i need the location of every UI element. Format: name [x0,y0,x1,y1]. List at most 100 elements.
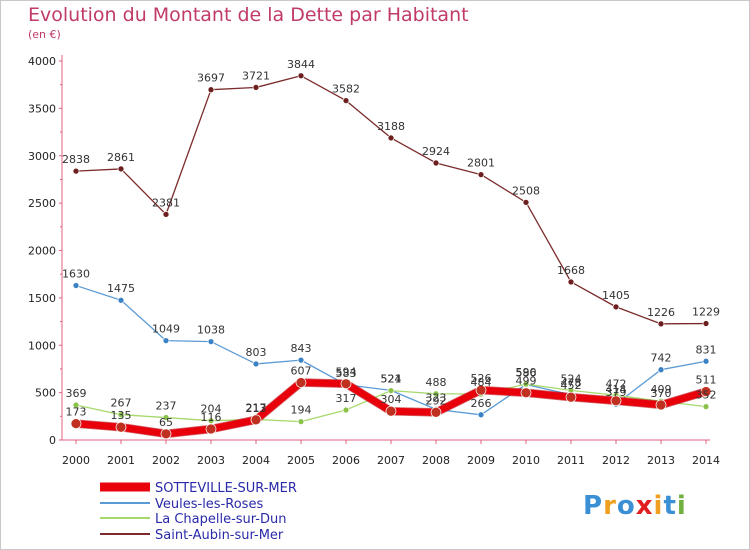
data-point [295,377,307,388]
x-tick-label: 2003 [197,454,225,467]
x-tick-label: 2011 [557,454,585,467]
y-tick-label: 2500 [28,197,56,210]
data-label: 2924 [422,145,450,158]
data-label: 204 [201,403,222,416]
data-label: 2838 [62,153,90,166]
series-group [70,72,712,440]
data-label: 511 [696,374,717,387]
data-label: 317 [336,392,357,405]
data-point [72,167,80,175]
legend-entry: La Chapelle-sur-Dun [155,512,287,527]
data-point [297,356,305,364]
data-label: 484 [471,376,492,389]
data-label: 266 [471,397,492,410]
data-label: 2508 [512,184,540,197]
data-label: 478 [561,377,582,390]
logo-letter: i [676,491,687,521]
data-label: 379 [606,386,627,399]
data-label: 586 [516,366,537,379]
x-tick-label: 2014 [692,454,720,467]
x-tick-label: 2000 [62,454,90,467]
data-label: 3697 [197,72,225,85]
data-label: 3844 [287,58,315,71]
data-point [115,421,127,433]
legend-entry: Veules-les-Roses [155,497,263,512]
data-label: 2861 [107,151,135,164]
data-label: 292 [426,394,447,407]
data-point [700,386,712,397]
legend-entry: Saint-Aubin-sur-Mer [155,528,284,543]
y-tick-label: 3000 [28,150,56,163]
data-label: 742 [651,352,672,365]
proxiti-logo: Proxiti [583,491,687,521]
data-label: 524 [381,372,402,385]
data-point [385,405,397,417]
data-point [522,199,530,206]
data-point [565,391,577,403]
x-tick-label: 2001 [107,454,135,467]
y-tick-label: 2000 [28,245,56,258]
data-label: 1630 [62,268,90,281]
data-point [162,337,170,344]
data-point [477,171,485,178]
data-label: 590 [516,366,537,379]
data-point [207,86,215,94]
data-label: 237 [156,400,177,413]
data-point [655,399,667,411]
x-tick-label: 2006 [332,454,360,467]
data-label: 2381 [152,196,180,209]
data-label: 1405 [602,289,630,302]
data-point [432,390,440,398]
logo-letter: x [635,491,654,521]
y-tick-label: 500 [35,387,56,400]
data-label: 524 [561,372,582,385]
data-label: 3582 [332,83,360,96]
data-point [657,320,665,328]
data-label: 526 [471,372,492,385]
data-point [342,97,350,104]
data-label: 352 [696,389,717,402]
x-tick-label: 2007 [377,454,405,467]
data-label: 488 [426,376,447,389]
data-point [612,303,620,311]
data-label: 65 [159,416,173,429]
logo-letter: t [663,491,677,521]
data-label: 831 [696,343,717,356]
data-point [342,406,350,414]
data-label: 369 [66,387,87,400]
data-point [117,296,125,304]
y-tick-label: 3500 [28,102,56,115]
data-label: 116 [201,411,222,424]
data-label: 304 [381,393,402,406]
y-tick-label: 1000 [28,339,56,352]
data-point [567,278,575,286]
data-point [387,134,395,142]
data-point [72,282,80,289]
legend-entry: SOTTEVILLE-SUR-MER [155,481,297,496]
logo-letter: i [653,491,664,521]
chart-title: Evolution du Montant de la Dette par Hab… [28,4,469,26]
data-point [297,418,305,425]
data-point [387,387,395,394]
data-point [205,423,217,435]
data-point [702,357,710,365]
data-point [702,320,710,327]
data-label: 3188 [377,120,405,133]
y-tick-label: 4000 [28,55,56,68]
data-point [657,366,665,374]
data-label: 409 [651,383,672,396]
data-label: 452 [561,379,582,392]
data-point [477,411,485,419]
data-label: 1229 [692,306,720,319]
data-label: 843 [291,342,312,355]
data-point [432,159,440,167]
data-point [162,211,170,218]
data-point [117,165,125,173]
data-point [72,401,80,409]
data-point [162,414,170,421]
data-label: 1475 [107,282,135,295]
data-label: 323 [426,391,447,404]
data-label: 194 [291,404,312,417]
